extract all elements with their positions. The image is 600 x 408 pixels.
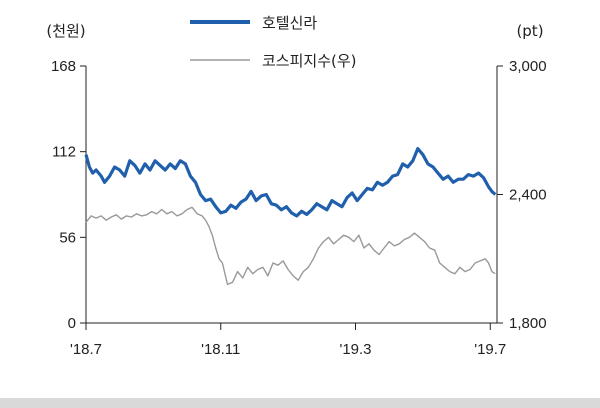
right-axis-unit: (pt) — [516, 22, 543, 40]
x-tick-label: '19.3 — [339, 341, 371, 358]
left-tick-label: 112 — [52, 144, 76, 161]
left-tick-label: 0 — [68, 315, 76, 332]
legend: 호텔신라 코스피지수(우) — [190, 14, 357, 70]
bottom-divider-band — [0, 398, 600, 408]
left-tick-label: 168 — [51, 58, 76, 75]
right-tick-label: 1,800 — [509, 315, 547, 332]
x-tick-label: '18.11 — [201, 341, 240, 358]
right-tick-label: 3,000 — [509, 58, 547, 75]
left-tick-label: 56 — [59, 229, 76, 246]
right-axis-ticks: 3,000 2,400 1,800 — [497, 58, 547, 332]
left-axis-ticks: 168 112 56 0 — [51, 58, 86, 332]
right-tick-label: 2,400 — [509, 187, 547, 204]
left-axis-unit: (천원) — [46, 22, 85, 40]
series-line-hotel-shilla — [84, 147, 497, 218]
legend-label-hotel-shilla: 호텔신라 — [262, 14, 317, 32]
series-line-kospi — [85, 206, 496, 286]
x-tick-label: '19.7 — [474, 341, 506, 358]
x-axis-ticks: '18.7 '18.11 '19.3 '19.7 — [70, 323, 506, 358]
x-tick-label: '18.7 — [70, 341, 102, 358]
legend-label-kospi: 코스피지수(우) — [262, 52, 357, 70]
